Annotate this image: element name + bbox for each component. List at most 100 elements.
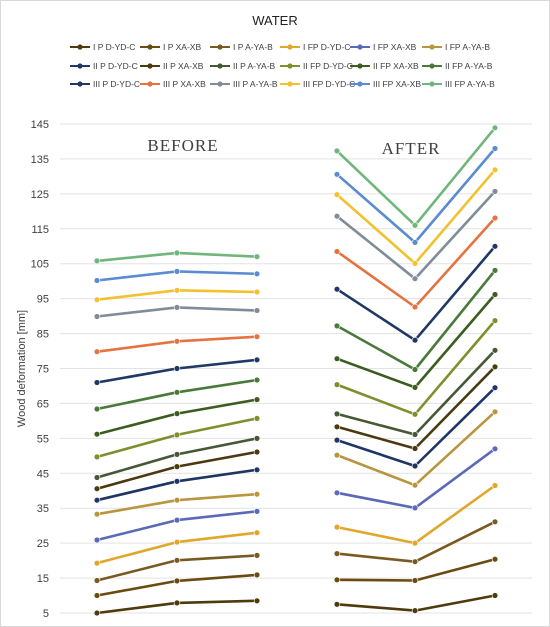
data-point (411, 577, 419, 584)
before-label: BEFORE (147, 136, 218, 155)
legend-marker (357, 63, 363, 69)
data-point (93, 379, 101, 386)
series-layer (93, 124, 499, 617)
after-label: AFTER (382, 139, 441, 158)
y-tick-label: 65 (37, 398, 49, 410)
data-point (173, 451, 181, 458)
data-point (491, 384, 499, 391)
legend-marker (217, 44, 223, 50)
data-point (173, 365, 181, 372)
data-point (333, 147, 341, 155)
data-point (491, 445, 499, 452)
y-tick-label: 5 (43, 608, 49, 620)
data-point (93, 453, 101, 461)
data-point (93, 559, 101, 567)
data-point (173, 557, 181, 564)
data-point (491, 592, 499, 599)
data-point (173, 599, 181, 607)
legend-marker (287, 81, 293, 87)
legend-item: II FP D-YD-C (280, 61, 353, 71)
data-point (411, 539, 419, 547)
data-point (333, 248, 341, 255)
legend-item: I P D-YD-C (70, 42, 135, 52)
data-point (411, 607, 419, 614)
data-point (93, 609, 101, 617)
data-point (333, 436, 341, 444)
data-point (173, 577, 181, 585)
data-point (93, 497, 101, 504)
legend-marker (147, 63, 153, 69)
legend-label: II FP A-YA-B (445, 61, 493, 71)
data-point (93, 257, 101, 265)
legend-marker (77, 63, 83, 69)
data-point (491, 145, 499, 152)
data-point (333, 451, 341, 459)
legend-marker (357, 81, 363, 87)
data-point (411, 411, 419, 418)
data-point (173, 516, 181, 524)
y-tick-label: 35 (37, 503, 49, 515)
data-point (253, 435, 261, 442)
data-point (173, 338, 181, 345)
data-point (411, 445, 419, 452)
y-tick-label: 75 (37, 364, 49, 376)
legend-label: II FP D-YD-C (303, 61, 353, 71)
legend-marker (429, 81, 435, 87)
data-point (93, 485, 101, 492)
y-axis: 5 15 25 35 45 55 65 75 85 95 105 115 125 135 145 (31, 119, 49, 620)
data-point (253, 597, 261, 604)
data-point (491, 188, 499, 195)
data-point (333, 286, 341, 293)
data-point (333, 171, 341, 178)
y-tick-label: 95 (37, 294, 49, 306)
y-axis-title: Wood deformation [mm] (16, 310, 28, 427)
data-point (173, 538, 181, 546)
data-point (333, 410, 341, 418)
chart-title: WATER (252, 13, 298, 28)
legend-marker (287, 44, 293, 50)
legend-marker (217, 81, 223, 87)
legend-marker (147, 44, 153, 50)
legend-item: II P XA-XB (140, 61, 204, 71)
data-point (93, 431, 101, 438)
legend-item: III FP D-YD-C (280, 79, 355, 89)
legend-label: II P D-YD-C (93, 61, 138, 71)
data-point (253, 552, 261, 559)
data-point (333, 355, 341, 362)
y-tick-label: 145 (31, 119, 49, 131)
legend-label: III P D-YD-C (93, 79, 140, 89)
y-tick-label: 115 (31, 224, 49, 236)
data-point (333, 601, 341, 608)
legend-label: I P D-YD-C (93, 42, 135, 52)
legend-item: II P D-YD-C (70, 61, 138, 71)
data-point (333, 523, 341, 531)
data-point (333, 423, 341, 430)
data-point (253, 333, 261, 340)
legend-label: II P A-YA-B (233, 61, 276, 71)
data-point (491, 555, 499, 563)
data-point (93, 296, 101, 303)
data-point (93, 474, 101, 481)
data-point (253, 356, 261, 363)
legend-label: I P XA-XB (163, 42, 201, 52)
y-tick-label: 55 (37, 433, 49, 445)
data-point (411, 431, 419, 438)
legend-item: I FP D-YD-C (280, 42, 351, 52)
legend-item: III P A-YA-B (210, 79, 278, 89)
data-point (411, 384, 419, 391)
data-point (253, 571, 261, 579)
data-point (333, 322, 341, 330)
data-point (491, 347, 499, 354)
data-point (491, 214, 499, 222)
data-point (173, 497, 181, 504)
legend-item: II FP XA-XB (350, 61, 419, 71)
data-point (411, 337, 419, 344)
data-point (411, 462, 419, 470)
legend-marker (77, 44, 83, 50)
legend-marker (287, 63, 293, 69)
data-point (173, 268, 181, 275)
legend-item: III P XA-XB (140, 79, 206, 89)
data-point (93, 536, 101, 544)
